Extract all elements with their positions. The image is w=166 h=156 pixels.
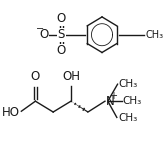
Text: CH₃: CH₃ bbox=[118, 113, 138, 123]
Text: +: + bbox=[109, 91, 117, 101]
Text: CH₃: CH₃ bbox=[118, 79, 138, 89]
Text: HO: HO bbox=[2, 105, 20, 119]
Text: CH₃: CH₃ bbox=[145, 30, 164, 40]
Text: O: O bbox=[39, 28, 48, 41]
Text: N: N bbox=[106, 95, 115, 108]
Text: O: O bbox=[57, 44, 66, 57]
Polygon shape bbox=[71, 101, 88, 113]
Text: O: O bbox=[31, 70, 40, 83]
Text: −: − bbox=[36, 24, 44, 34]
Text: CH₃: CH₃ bbox=[123, 96, 142, 106]
Text: O: O bbox=[57, 12, 66, 25]
Text: OH: OH bbox=[62, 70, 80, 83]
Text: S: S bbox=[58, 28, 65, 41]
